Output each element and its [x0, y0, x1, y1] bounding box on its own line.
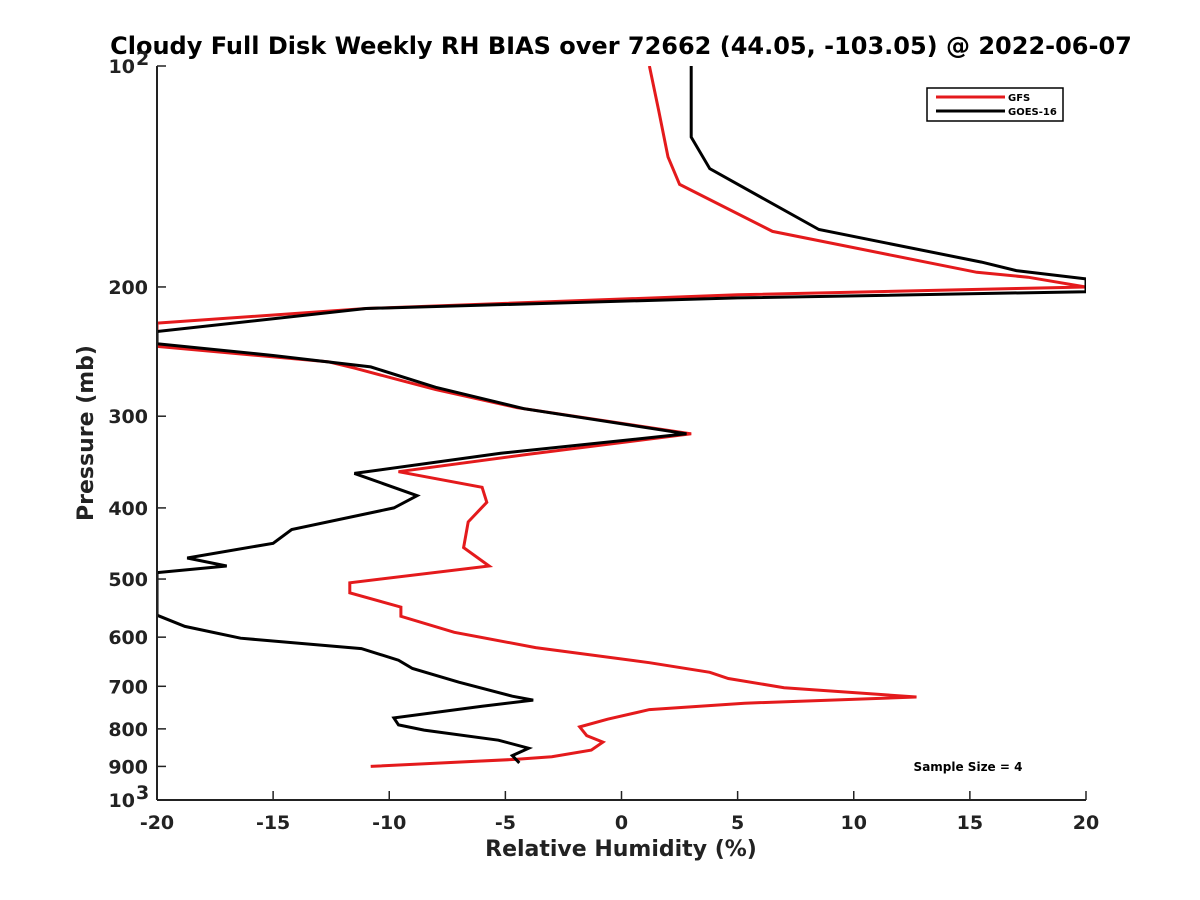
x-tick-label: 10 [841, 812, 867, 834]
y-tick-label: 600 [108, 627, 148, 649]
chart-title: Cloudy Full Disk Weekly RH BIAS over 726… [110, 32, 1132, 60]
y-tick-exponent: 2 [136, 48, 149, 70]
y-tick-label: 10 [109, 790, 135, 812]
y-tick-label: 500 [108, 569, 148, 591]
y-tick-label: 700 [108, 676, 148, 698]
series-line-gfs [157, 66, 1086, 768]
x-axis-label: Relative Humidity (%) [485, 837, 757, 862]
x-tick-label: 0 [615, 812, 628, 834]
plot-area [157, 66, 1086, 768]
x-tick-label: -5 [495, 812, 516, 834]
y-tick-label: 800 [108, 719, 148, 741]
x-tick-label: 15 [957, 812, 983, 834]
y-axis-label: Pressure (mb) [74, 345, 99, 521]
legend-label: GOES-16 [1008, 107, 1057, 118]
sample-size-annotation: Sample Size = 4 [914, 760, 1023, 774]
x-tick-label: -20 [140, 812, 174, 834]
series-line-goes-16 [157, 66, 1086, 764]
y-tick-exponent: 3 [136, 782, 149, 804]
y-tick-label: 200 [108, 277, 148, 299]
y-tick-label: 400 [108, 498, 148, 520]
y-tick-label: 900 [108, 756, 148, 778]
legend: GFS GOES-16 [926, 87, 1064, 122]
y-tick-label: 10 [109, 56, 135, 78]
legend-label: GFS [1008, 93, 1030, 104]
x-tick-label: -10 [372, 812, 406, 834]
x-tick-label: 5 [731, 812, 744, 834]
y-tick-label: 300 [108, 406, 148, 428]
x-tick-label: 20 [1073, 812, 1099, 834]
x-tick-label: -15 [256, 812, 290, 834]
